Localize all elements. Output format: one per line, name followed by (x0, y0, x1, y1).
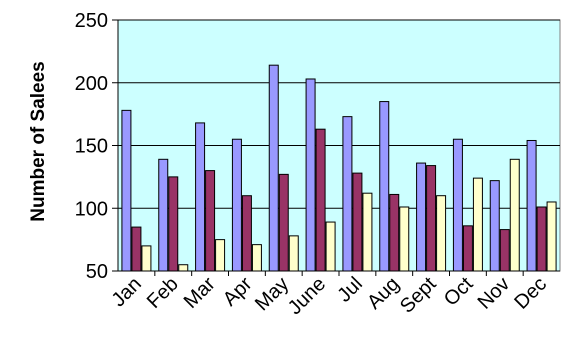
bar (231, 138, 242, 272)
bar (215, 239, 226, 272)
bar (526, 139, 537, 272)
x-tick-label: Dec (510, 273, 551, 314)
bar (241, 195, 252, 272)
bar (195, 122, 206, 272)
y-tick-label: 200 (75, 73, 108, 95)
y-tick-label: 150 (75, 136, 108, 158)
bar (426, 165, 437, 272)
bar (325, 221, 336, 272)
bar (121, 109, 132, 272)
x-tick-label: Feb (143, 273, 183, 313)
bar (399, 206, 410, 272)
bar (436, 195, 447, 272)
bar (499, 229, 510, 272)
x-tick-label: Jan (108, 273, 146, 311)
x-tick-label: Oct (440, 273, 478, 311)
bar (362, 192, 373, 272)
bar (205, 170, 216, 272)
bar (546, 201, 557, 272)
bar (288, 235, 299, 272)
bar (379, 101, 390, 272)
gridlines (112, 19, 560, 276)
x-tick-label: Apr (219, 273, 257, 311)
y-tick-label: 100 (75, 198, 108, 220)
bar (416, 162, 427, 272)
bar (462, 225, 473, 272)
y-tick-labels: 50 100 150 200 250 (75, 10, 108, 283)
bar (389, 193, 400, 272)
bars (121, 64, 557, 272)
bar (178, 264, 189, 272)
bar (536, 206, 547, 272)
bar (452, 138, 463, 272)
bar (342, 116, 353, 272)
x-tick-label: Mar (180, 273, 220, 313)
x-tick-label: Sept (396, 273, 441, 318)
bar (509, 158, 520, 272)
x-tick-label: Aug (363, 273, 404, 314)
x-tick-label: June (284, 273, 330, 319)
bar (305, 78, 316, 272)
bar (158, 158, 169, 272)
x-tick-label: Jul (333, 273, 367, 307)
bar (278, 173, 289, 272)
bar (268, 64, 279, 272)
y-tick-label: 50 (86, 261, 108, 283)
x-tick-label: May (251, 273, 293, 315)
bar (315, 128, 326, 272)
x-tick-label: Nov (474, 273, 515, 314)
y-tick-label: 250 (75, 10, 108, 32)
bar (141, 245, 152, 272)
bar (168, 176, 179, 272)
bar (352, 172, 363, 272)
bar (472, 177, 483, 272)
bar (489, 180, 500, 272)
y-axis-title: Number of Salees (28, 61, 49, 222)
bar (131, 226, 142, 272)
bar (251, 244, 262, 272)
